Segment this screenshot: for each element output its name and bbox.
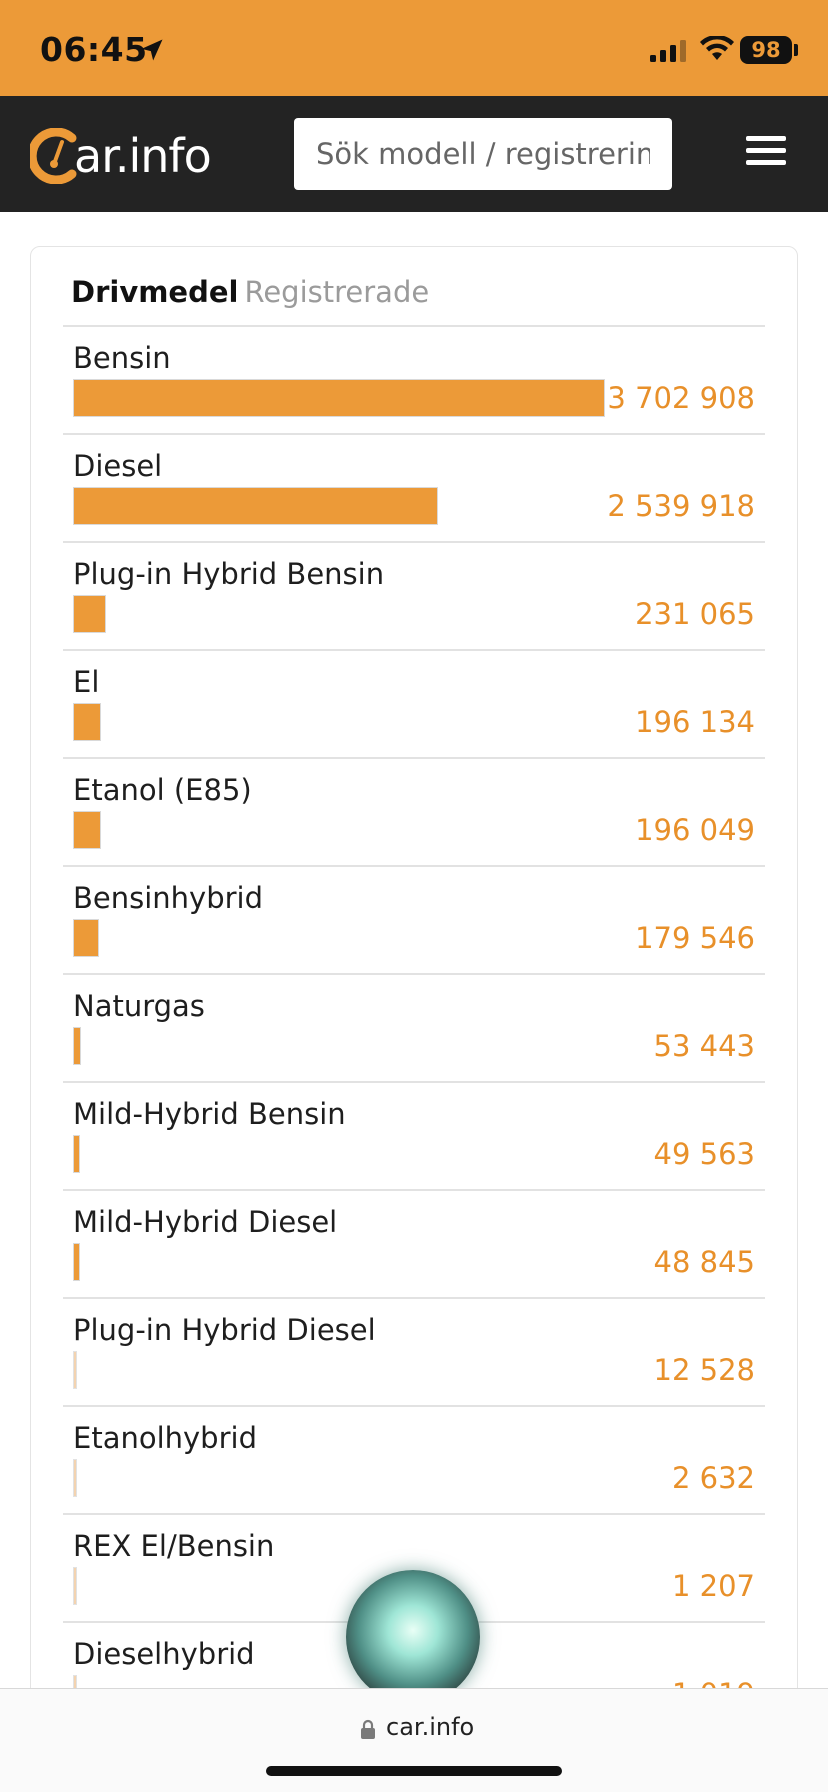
home-indicator[interactable] <box>266 1766 562 1776</box>
fuel-row-bar <box>73 703 101 741</box>
fuel-row-label: El <box>73 665 100 699</box>
site-header: ar.info <box>0 96 828 212</box>
hamburger-menu-icon[interactable] <box>746 136 790 170</box>
fuel-row-bar <box>73 1243 80 1281</box>
fuel-row-value: 231 065 <box>635 597 755 631</box>
fuel-row-label: Dieselhybrid <box>73 1637 255 1671</box>
logo-text: ar.info <box>74 129 212 183</box>
card-title-subtitle: Registrerade <box>244 275 430 309</box>
fuel-row-bar <box>73 1027 81 1065</box>
fuel-row-value: 196 049 <box>635 813 755 847</box>
fuel-row: Mild-Hybrid Diesel 48 845 <box>63 1191 765 1299</box>
fuel-row-bar <box>73 919 99 957</box>
fuel-row-label: Plug-in Hybrid Diesel <box>73 1313 376 1347</box>
fuel-row-bar <box>73 1135 80 1173</box>
fuel-row-label: Diesel <box>73 449 163 483</box>
fuel-row-label: Plug-in Hybrid Bensin <box>73 557 385 591</box>
lock-icon <box>361 1719 375 1739</box>
fuel-row-label: REX El/Bensin <box>73 1529 275 1563</box>
fuel-row: Etanolhybrid 2 632 <box>63 1407 765 1515</box>
fuel-row-bar <box>73 379 605 417</box>
status-bar: 06:45 98 <box>0 0 828 96</box>
fuel-row-value: 48 845 <box>653 1245 755 1279</box>
search-input[interactable] <box>294 118 672 190</box>
fuel-row-bar <box>73 1459 77 1497</box>
fuel-row-label: Mild-Hybrid Diesel <box>73 1205 338 1239</box>
fuel-row: Bensin 3 702 908 <box>63 327 765 435</box>
status-time: 06:45 <box>40 30 148 69</box>
fuel-row-bar <box>73 811 101 849</box>
logo-gauge-icon <box>30 128 77 184</box>
siri-orb <box>346 1570 480 1704</box>
fuel-row-label: Bensinhybrid <box>73 881 264 915</box>
fuel-row-value: 49 563 <box>653 1137 755 1171</box>
fuel-row-bar <box>73 1351 77 1389</box>
cellular-signal-icon <box>650 40 686 62</box>
divider <box>63 325 765 327</box>
battery-icon: 98 <box>740 36 792 64</box>
fuel-row: Etanol (E85) 196 049 <box>63 759 765 867</box>
fuel-row: Naturgas 53 443 <box>63 975 765 1083</box>
url-text[interactable]: car.info <box>386 1713 475 1741</box>
fuel-row: Diesel 2 539 918 <box>63 435 765 543</box>
location-arrow-icon <box>141 39 163 61</box>
fuel-row-value: 179 546 <box>635 921 755 955</box>
fuel-row-bar <box>73 1567 77 1605</box>
wifi-icon <box>700 36 734 60</box>
fuel-stats-card: Drivmedel Registrerade Bensin 3 702 908 Die… <box>30 246 798 1792</box>
fuel-row-value: 53 443 <box>653 1029 755 1063</box>
card-title-main: Drivmedel <box>71 275 239 309</box>
fuel-row-label: Bensin <box>73 341 171 375</box>
fuel-row: Bensinhybrid 179 546 <box>63 867 765 975</box>
fuel-row-value: 12 528 <box>653 1353 755 1387</box>
fuel-row: Plug-in Hybrid Bensin 231 065 <box>63 543 765 651</box>
fuel-row-value: 1 207 <box>671 1569 755 1603</box>
battery-nub <box>794 44 798 56</box>
fuel-row: Plug-in Hybrid Diesel 12 528 <box>63 1299 765 1407</box>
fuel-row-value: 2 632 <box>671 1461 755 1495</box>
fuel-row-value: 196 134 <box>635 705 755 739</box>
fuel-row-label: Naturgas <box>73 989 205 1023</box>
fuel-row-bar <box>73 595 106 633</box>
fuel-row-value: 3 702 908 <box>607 381 755 415</box>
fuel-row: Mild-Hybrid Bensin 49 563 <box>63 1083 765 1191</box>
fuel-row-label: Etanolhybrid <box>73 1421 257 1455</box>
fuel-row-label: Etanol (E85) <box>73 773 252 807</box>
card-title: Drivmedel Registrerade <box>71 275 429 309</box>
browser-address-bar[interactable]: car.info <box>0 1688 828 1792</box>
fuel-row-label: Mild-Hybrid Bensin <box>73 1097 346 1131</box>
fuel-row: El 196 134 <box>63 651 765 759</box>
fuel-row-value: 2 539 918 <box>607 489 755 523</box>
site-logo[interactable]: ar.info <box>30 126 230 186</box>
fuel-row-bar <box>73 487 438 525</box>
